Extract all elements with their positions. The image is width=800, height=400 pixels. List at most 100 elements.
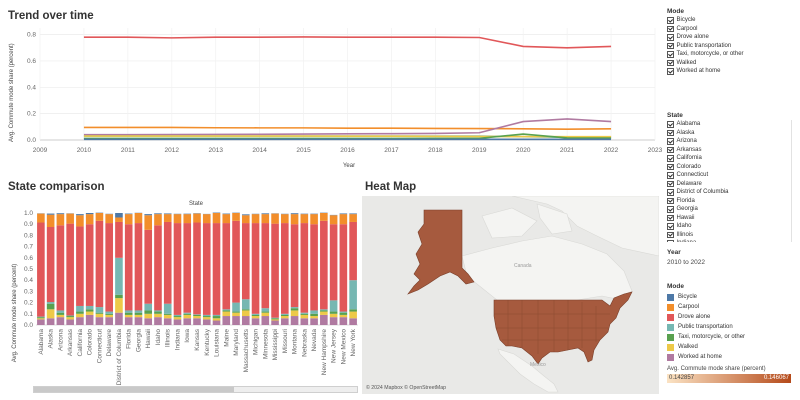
bar-segment-walked[interactable] xyxy=(300,314,309,319)
bar-segment-drove-alone[interactable] xyxy=(310,224,318,311)
bar-segment-public-transportation[interactable] xyxy=(232,302,240,312)
bar-segment-worked-at-home[interactable] xyxy=(222,316,231,325)
bar-segment-walked[interactable] xyxy=(37,318,45,320)
bar-segment-carpool[interactable] xyxy=(212,213,221,224)
bar-segment-drove-alone[interactable] xyxy=(46,227,55,303)
bar-segment-taxi-motorcycle-or-other[interactable] xyxy=(144,310,153,314)
bar-segment-taxi-motorcycle-or-other[interactable] xyxy=(46,303,55,310)
bar-segment-public-transportation[interactable] xyxy=(300,312,309,314)
mode-filter-item[interactable]: Taxi, motorcycle, or other xyxy=(667,50,797,59)
bar-segment-drove-alone[interactable] xyxy=(85,224,94,306)
bar-segment-carpool[interactable] xyxy=(124,214,133,225)
bar-segment-bicycle[interactable] xyxy=(115,213,123,218)
bar-segment-taxi-motorcycle-or-other[interactable] xyxy=(222,310,231,312)
bar-segment-worked-at-home[interactable] xyxy=(183,318,192,325)
state-filter-item[interactable]: Arkansas xyxy=(667,146,791,155)
bar-segment-bicycle[interactable] xyxy=(290,213,299,215)
bar-segment-worked-at-home[interactable] xyxy=(66,319,74,325)
bar-segment-public-transportation[interactable] xyxy=(271,317,279,319)
bar-segment-walked[interactable] xyxy=(329,313,338,318)
bar-segment-bicycle[interactable] xyxy=(154,213,162,215)
checkbox[interactable] xyxy=(667,189,674,196)
bar-segment-taxi-motorcycle-or-other[interactable] xyxy=(241,309,250,311)
bar-segment-public-transportation[interactable] xyxy=(251,313,260,315)
bar-segment-taxi-motorcycle-or-other[interactable] xyxy=(232,311,240,313)
bar-segment-public-transportation[interactable] xyxy=(329,300,338,312)
checkbox[interactable] xyxy=(667,138,674,145)
bar-segment-carpool[interactable] xyxy=(115,217,123,222)
bar-segment-public-transportation[interactable] xyxy=(66,315,74,317)
bar-segment-carpool[interactable] xyxy=(339,214,348,225)
bar-segment-drove-alone[interactable] xyxy=(193,222,201,315)
checkbox[interactable] xyxy=(667,180,674,187)
bar-segment-walked[interactable] xyxy=(241,310,250,317)
bar-segment-drove-alone[interactable] xyxy=(329,224,338,301)
checkbox[interactable] xyxy=(667,34,674,41)
bar-segment-public-transportation[interactable] xyxy=(281,313,289,315)
bar-segment-drove-alone[interactable] xyxy=(124,224,133,311)
bar-segment-taxi-motorcycle-or-other[interactable] xyxy=(56,312,65,315)
bar-segment-worked-at-home[interactable] xyxy=(154,317,162,325)
bar-segment-worked-at-home[interactable] xyxy=(320,314,328,325)
bar-segment-public-transportation[interactable] xyxy=(115,257,123,295)
bar-segment-drove-alone[interactable] xyxy=(163,221,172,304)
bar-segment-worked-at-home[interactable] xyxy=(56,317,65,325)
bar-segment-worked-at-home[interactable] xyxy=(261,316,270,325)
bar-segment-bicycle[interactable] xyxy=(349,213,357,215)
checkbox[interactable] xyxy=(667,240,674,242)
bar-segment-drove-alone[interactable] xyxy=(144,229,153,304)
bar-segment-worked-at-home[interactable] xyxy=(271,320,279,325)
bar-segment-public-transportation[interactable] xyxy=(212,314,221,317)
state-filter-item[interactable]: Arizona xyxy=(667,137,791,146)
checkbox[interactable] xyxy=(667,121,674,128)
trend-line-drove-alone[interactable] xyxy=(83,36,612,49)
bar-segment-bicycle[interactable] xyxy=(241,214,250,216)
bar-segment-walked[interactable] xyxy=(349,311,357,319)
bar-segment-drove-alone[interactable] xyxy=(320,220,328,310)
checkbox[interactable] xyxy=(667,163,674,170)
bar-segment-carpool[interactable] xyxy=(85,214,94,225)
year-filter[interactable]: Year 2010 to 2022 xyxy=(667,249,705,266)
bar-segment-taxi-motorcycle-or-other[interactable] xyxy=(134,312,143,315)
bar-segment-public-transportation[interactable] xyxy=(105,311,113,314)
bar-segment-worked-at-home[interactable] xyxy=(46,318,55,325)
bar-segment-worked-at-home[interactable] xyxy=(290,316,299,325)
bar-segment-carpool[interactable] xyxy=(66,213,74,224)
state-filter-item[interactable]: District of Columbia xyxy=(667,188,791,197)
bar-segment-public-transportation[interactable] xyxy=(95,307,104,313)
bar-segment-drove-alone[interactable] xyxy=(212,223,221,315)
bar-segment-taxi-motorcycle-or-other[interactable] xyxy=(281,314,289,317)
bar-segment-drove-alone[interactable] xyxy=(339,224,348,312)
bar-segment-taxi-motorcycle-or-other[interactable] xyxy=(193,314,201,317)
state-filter-item[interactable]: Alabama xyxy=(667,120,791,129)
bar-segment-bicycle[interactable] xyxy=(144,214,153,216)
checkbox[interactable] xyxy=(667,214,674,221)
bar-segment-carpool[interactable] xyxy=(271,213,279,224)
checkbox[interactable] xyxy=(667,172,674,179)
scrollbar-thumb[interactable] xyxy=(34,387,235,392)
bar-segment-walked[interactable] xyxy=(76,313,84,318)
bar-segment-taxi-motorcycle-or-other[interactable] xyxy=(320,310,328,312)
bar-segment-drove-alone[interactable] xyxy=(56,225,65,311)
bar-segment-taxi-motorcycle-or-other[interactable] xyxy=(349,309,357,312)
bar-segment-walked[interactable] xyxy=(173,317,182,320)
bar-segment-walked[interactable] xyxy=(46,309,55,319)
bar-segment-walked[interactable] xyxy=(212,318,221,321)
bar-segment-taxi-motorcycle-or-other[interactable] xyxy=(251,314,260,317)
bar-segment-carpool[interactable] xyxy=(290,214,299,225)
bar-segment-taxi-motorcycle-or-other[interactable] xyxy=(37,317,45,319)
bar-segment-taxi-motorcycle-or-other[interactable] xyxy=(261,311,270,313)
bar-segment-drove-alone[interactable] xyxy=(115,221,123,258)
bar-segment-public-transportation[interactable] xyxy=(290,307,299,309)
bar-segment-walked[interactable] xyxy=(251,316,260,319)
bar-segment-public-transportation[interactable] xyxy=(310,310,318,314)
bar-segment-public-transportation[interactable] xyxy=(320,309,328,311)
state-filter-item[interactable]: Alaska xyxy=(667,129,791,138)
bar-segment-walked[interactable] xyxy=(281,316,289,319)
bar-segment-drove-alone[interactable] xyxy=(76,226,84,306)
bar-segment-walked[interactable] xyxy=(144,313,153,319)
state-filter-item[interactable]: Idaho xyxy=(667,222,791,231)
bar-segment-public-transportation[interactable] xyxy=(193,314,201,315)
bar-segment-walked[interactable] xyxy=(271,319,279,321)
bar-segment-walked[interactable] xyxy=(66,317,74,320)
